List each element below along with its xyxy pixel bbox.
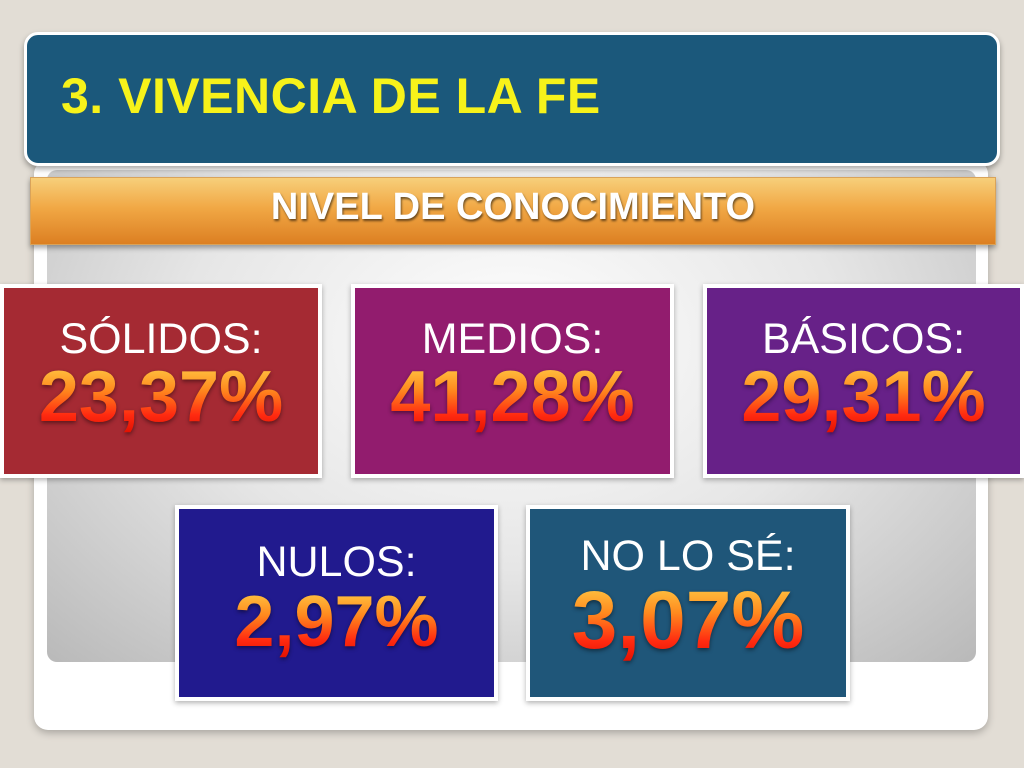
stat-card-medios: MEDIOS: 41,28% [351, 284, 674, 478]
stat-value: 41,28% [355, 361, 670, 433]
subtitle-bar: NIVEL DE CONOCIMIENTO [30, 177, 996, 245]
stat-card-solidos: SÓLIDOS: 23,37% [0, 284, 322, 478]
stat-card-no-lo-se: NO LO SÉ: 3,07% [526, 505, 850, 701]
stat-label: NULOS: [256, 538, 417, 586]
stat-label: BÁSICOS: [761, 315, 966, 363]
stat-value: 2,97% [179, 586, 494, 658]
stat-label: NO LO SÉ: [580, 532, 796, 580]
stat-card-nulos: NULOS: 2,97% [175, 505, 498, 701]
stat-value: 3,07% [530, 580, 846, 662]
stat-label: SÓLIDOS: [59, 315, 263, 363]
stat-value: 29,31% [707, 361, 1020, 433]
subtitle-text: NIVEL DE CONOCIMIENTO [270, 186, 756, 228]
stat-value: 23,37% [4, 361, 318, 433]
stat-card-basicos: BÁSICOS: 29,31% [703, 284, 1024, 478]
page-title: 3. VIVENCIA DE LA FE [61, 68, 601, 124]
stat-label: MEDIOS: [421, 315, 604, 363]
title-banner: 3. VIVENCIA DE LA FE [24, 32, 1000, 166]
